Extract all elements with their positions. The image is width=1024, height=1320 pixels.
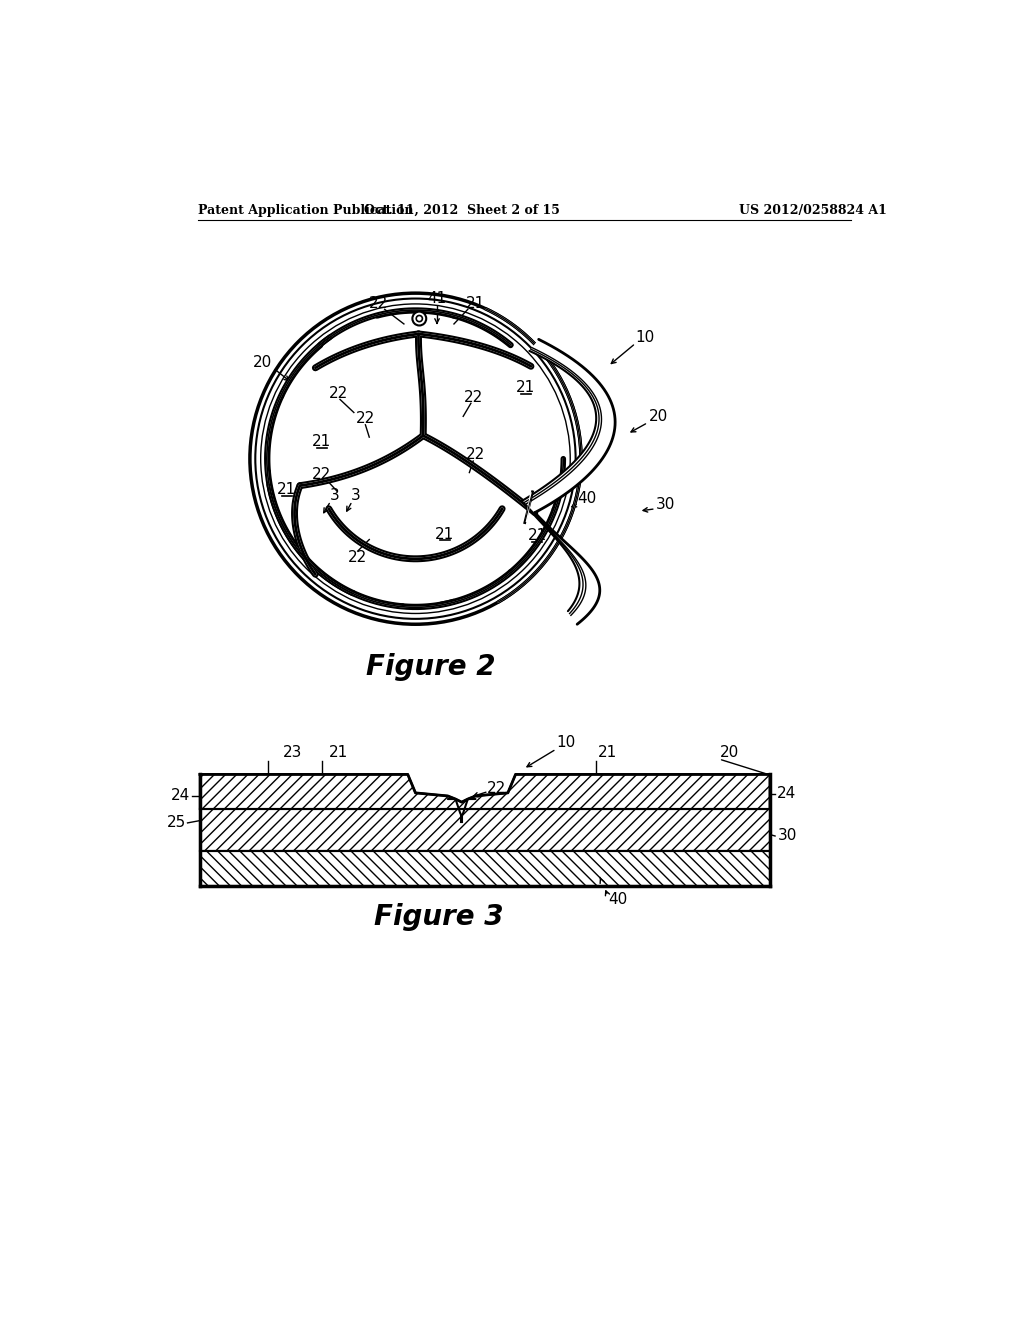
Text: 21: 21 xyxy=(516,380,536,396)
Text: 10: 10 xyxy=(556,734,575,750)
Text: 21: 21 xyxy=(329,746,348,760)
Text: 22: 22 xyxy=(486,780,506,796)
Circle shape xyxy=(250,293,581,624)
Text: 20: 20 xyxy=(720,746,739,760)
Text: 41: 41 xyxy=(427,290,446,306)
Text: Oct. 11, 2012  Sheet 2 of 15: Oct. 11, 2012 Sheet 2 of 15 xyxy=(364,205,559,218)
Text: 22: 22 xyxy=(312,466,331,482)
Text: 21: 21 xyxy=(466,296,485,310)
Text: 10: 10 xyxy=(635,330,654,346)
Polygon shape xyxy=(200,851,770,886)
Polygon shape xyxy=(521,339,615,512)
Text: Figure 3: Figure 3 xyxy=(374,903,504,931)
Text: 3: 3 xyxy=(351,488,361,503)
Polygon shape xyxy=(521,502,600,624)
Text: 23: 23 xyxy=(283,746,302,760)
Text: 22: 22 xyxy=(355,411,375,426)
Text: 20: 20 xyxy=(649,409,669,424)
Text: 3: 3 xyxy=(330,488,340,503)
Text: 30: 30 xyxy=(656,498,676,512)
Text: 24: 24 xyxy=(171,788,190,804)
Text: 21: 21 xyxy=(312,434,331,449)
Text: 22: 22 xyxy=(464,389,483,405)
Text: 30: 30 xyxy=(777,829,797,843)
Text: 25: 25 xyxy=(167,816,186,830)
Text: 20: 20 xyxy=(253,355,272,370)
Text: 40: 40 xyxy=(608,892,628,907)
Text: 21: 21 xyxy=(527,528,547,544)
Text: Figure 2: Figure 2 xyxy=(367,652,496,681)
Text: 24: 24 xyxy=(777,787,797,801)
Text: 22: 22 xyxy=(348,549,368,565)
Text: 21: 21 xyxy=(278,482,297,498)
Text: 21: 21 xyxy=(435,527,455,541)
Text: 22: 22 xyxy=(329,385,348,401)
Text: 21: 21 xyxy=(598,746,617,760)
Text: 22: 22 xyxy=(466,447,485,462)
Circle shape xyxy=(413,312,426,326)
Text: US 2012/0258824 A1: US 2012/0258824 A1 xyxy=(739,205,887,218)
Text: 40: 40 xyxy=(577,491,596,507)
Text: Patent Application Publication: Patent Application Publication xyxy=(199,205,414,218)
Text: 22: 22 xyxy=(369,296,388,310)
Polygon shape xyxy=(200,775,770,809)
Polygon shape xyxy=(200,809,770,851)
